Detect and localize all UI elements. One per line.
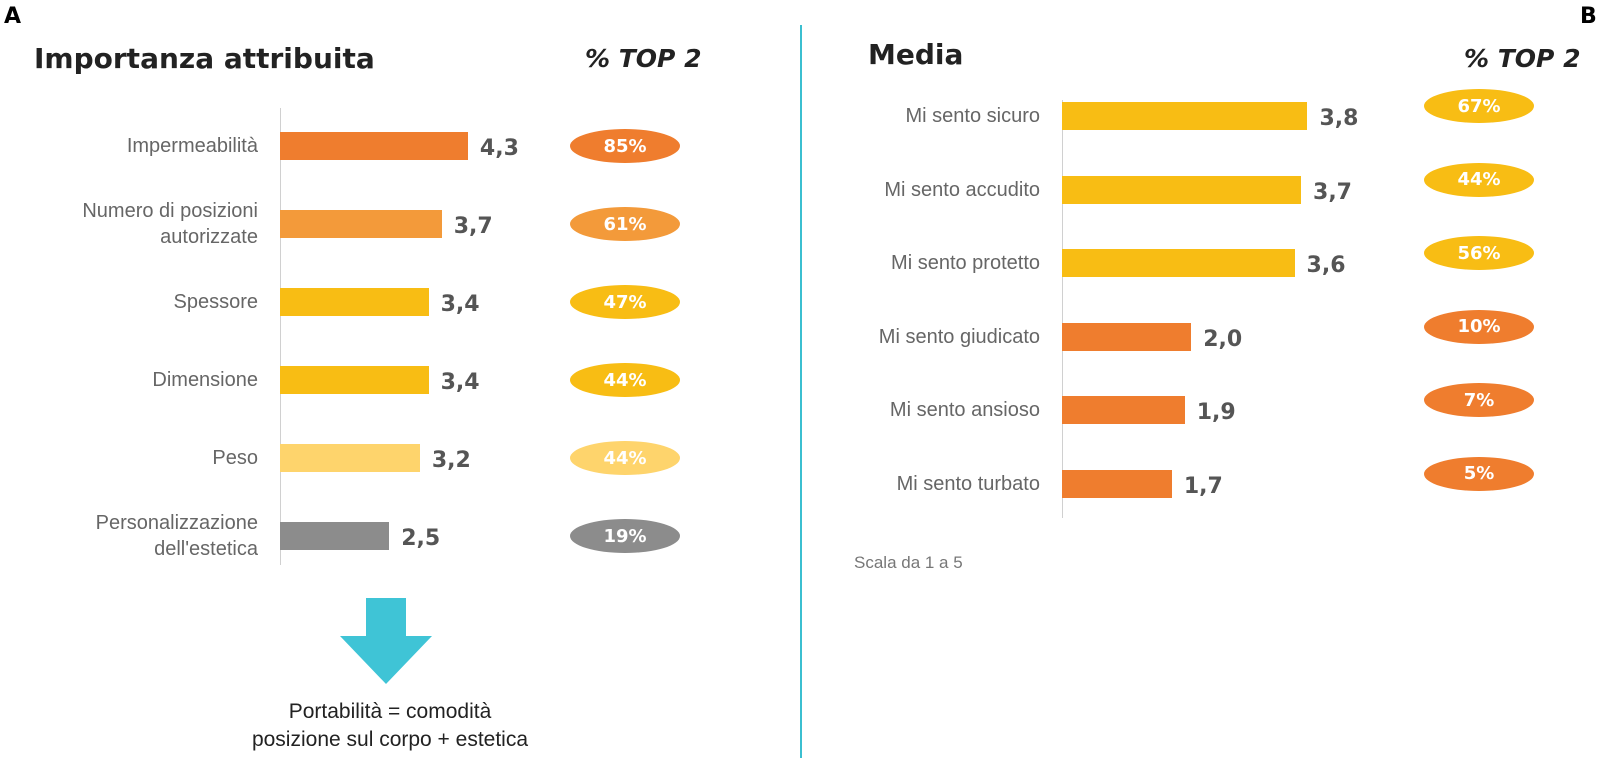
chart-a-bar — [280, 132, 468, 160]
footnote-line-2: posizione sul corpo + estetica — [251, 728, 529, 751]
chart-a-value-label: 3,4 — [440, 370, 480, 395]
chart-b-category-label: Mi sento protetto — [891, 252, 1040, 274]
chart-a-axis-line — [280, 108, 281, 565]
chart-a-value-label: 3,2 — [431, 448, 471, 473]
chart-a-category-label: Impermeabilità — [126, 135, 258, 157]
footnote: Portabilità = comodità posizione sul cor… — [190, 698, 590, 754]
chart-a-category-label: Peso — [212, 447, 258, 469]
footnote-line-1: Portabilità = comodità — [288, 700, 492, 723]
chart-a-value-label: 3,7 — [453, 214, 493, 239]
chart-b-top2-badge: 10% — [1424, 309, 1534, 344]
chart-a-top2-heading: % TOP 2 — [585, 44, 702, 73]
chart-a-title: Importanza attribuita — [34, 42, 375, 75]
chart-b-value-label: 3,6 — [1306, 253, 1346, 278]
chart-a-value-label: 4,3 — [479, 136, 519, 161]
chart-a-value-label: 2,5 — [401, 526, 441, 551]
chart-b-top2-badge: 44% — [1424, 162, 1534, 197]
chart-a-bar — [280, 522, 390, 550]
chart-b-top2-badge: 67% — [1424, 89, 1534, 123]
chart-b-bar — [1062, 322, 1192, 351]
chart-a-top2-badge: 61% — [570, 207, 680, 241]
chart-b-axis-line — [1062, 100, 1063, 518]
chart-a-top2-badge: 47% — [570, 285, 680, 319]
chart-b-bar — [1062, 175, 1302, 204]
scale-note: Scala da 1 a 5 — [854, 553, 963, 572]
chart-b-top2-badge: 5% — [1424, 456, 1534, 491]
chart-a-bar — [280, 366, 429, 394]
panel-letter-a: A — [4, 4, 22, 29]
chart-b-title: Media — [868, 38, 964, 71]
chart-b-bar — [1062, 469, 1172, 498]
chart-b-value-label: 1,7 — [1183, 473, 1223, 499]
chart-b-bar — [1062, 396, 1185, 424]
chart-a-bar — [280, 210, 442, 238]
chart-b-bar — [1062, 102, 1308, 130]
chart-b-category-label: Mi sento giudicato — [878, 325, 1040, 348]
chart-b-value-label: 1,9 — [1196, 400, 1236, 425]
chart-b-top2-heading: % TOP 2 — [1464, 44, 1581, 73]
chart-b-category-label: Mi sento sicuro — [905, 105, 1041, 127]
chart-a-category-label: Spessore — [173, 291, 259, 313]
chart-b-value-label: 2,0 — [1203, 326, 1243, 352]
chart-a-top2-badge: 19% — [570, 519, 680, 553]
chart-b-value-label: 3,7 — [1313, 179, 1352, 205]
chart-b-category-label: Mi sento turbato — [896, 472, 1040, 495]
chart-a-top2-badge: 44% — [570, 363, 680, 397]
chart-a-top2-badge: 85% — [570, 129, 680, 163]
chart-a-category-label: Personalizzazione dell'estetica — [95, 512, 258, 560]
chart-a-category-label: Dimensione — [152, 369, 258, 391]
panel-letter-b: B — [1580, 4, 1597, 29]
down-arrow-icon — [340, 598, 432, 684]
chart-b-top2-badge: 7% — [1424, 383, 1534, 417]
chart-a-bar — [280, 444, 420, 472]
panel-divider — [800, 25, 802, 758]
chart-a-value-label: 3,4 — [440, 292, 480, 317]
chart-b-bar — [1062, 249, 1295, 277]
chart-b-category-label: Mi sento accudito — [884, 178, 1040, 201]
chart-a-bar — [280, 288, 429, 316]
chart-a-category-label: Numero di posizioni autorizzate — [82, 200, 258, 248]
chart-b-top2-badge: 56% — [1424, 236, 1534, 270]
chart-b-value-label: 3,8 — [1319, 106, 1359, 131]
chart-a-top2-badge: 44% — [570, 441, 680, 475]
chart-b-category-label: Mi sento ansioso — [889, 399, 1040, 421]
